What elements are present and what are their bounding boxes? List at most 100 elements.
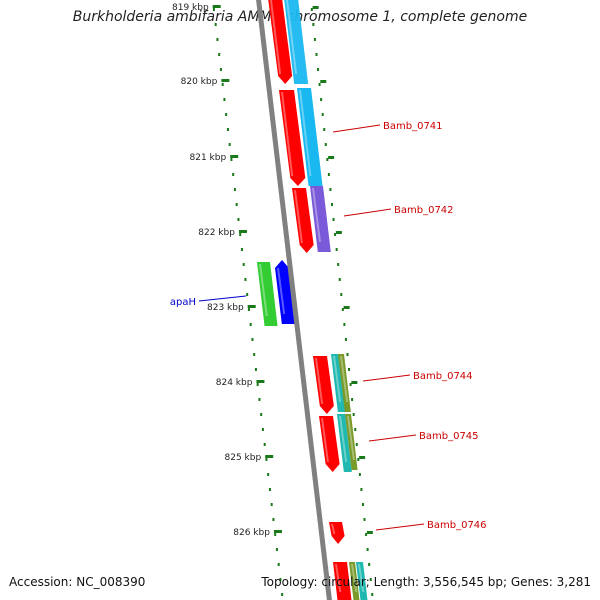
tick-marks: 819 kbp 820 kbp 821 kbp 822 kbp 823 kbp 824 k… — [172, 3, 374, 596]
cds-extra-bamb-0745 — [345, 414, 358, 470]
tick-dot-left — [218, 53, 221, 56]
tick-dot-right — [318, 83, 321, 86]
tick-dot-left — [214, 23, 217, 26]
tick-dot-right — [369, 578, 372, 581]
tick-dot-left — [281, 593, 284, 596]
tick-dot-right — [312, 23, 315, 26]
tick-dot-left — [261, 428, 264, 431]
cds-gene-bamb-0745 — [319, 416, 340, 472]
backbone — [256, 0, 332, 600]
tick-dot-left — [267, 473, 270, 476]
tick-dot-left — [247, 308, 250, 311]
tick-dot-right — [317, 68, 320, 71]
cds-gene-bamb-0745-shine — [321, 418, 329, 462]
tick-dot-left — [279, 578, 282, 581]
tick-dot-right — [338, 278, 341, 281]
gene-label-bamb-0741[interactable]: Bamb_0741 — [383, 121, 443, 132]
gene-label-bamb-0745[interactable]: Bamb_0745 — [419, 431, 479, 442]
cds-product-bamb-0745 — [337, 414, 352, 472]
cds-product-bamb-0744-shine — [333, 356, 342, 402]
major-tick-mark-right — [343, 306, 350, 309]
gene-label-apah[interactable]: apaH — [170, 297, 196, 308]
tick-dot-right — [329, 188, 332, 191]
cds-gene-bamb-0746-shine — [331, 524, 336, 534]
leader-line-apah — [198, 295, 247, 302]
tick-dot-left — [221, 83, 224, 86]
major-tick-mark-right — [359, 456, 366, 459]
leader-line-bamb-0744 — [362, 374, 411, 382]
tick-dot-right — [337, 263, 340, 266]
tick-dot-left — [233, 188, 236, 191]
cds-gene-bamb-0744-shine — [315, 358, 324, 404]
tick-dot-right — [335, 248, 338, 251]
tick-dot-left — [258, 398, 261, 401]
gene-features — [257, 0, 368, 600]
cds-product-bamb-0744 — [331, 354, 346, 412]
tick-dot-right — [357, 458, 360, 461]
tick-dot-left — [251, 338, 254, 341]
tick-dot-right — [326, 158, 329, 161]
tick-dot-right — [365, 533, 368, 536]
major-tick-mark — [230, 155, 239, 158]
tick-label: 823 kbp — [207, 303, 244, 313]
tick-dot-right — [352, 413, 355, 416]
tick-dot-left — [253, 353, 256, 356]
tick-dot-left — [275, 548, 278, 551]
accession-text: Accession: NC_008390 — [9, 575, 146, 589]
tick-dot-right — [313, 38, 316, 41]
tick-dot-right — [360, 488, 363, 491]
tick-dot-left — [270, 503, 273, 506]
tick-dot-right — [330, 203, 333, 206]
leader-line-bamb-0746 — [375, 523, 425, 531]
tick-dot-left — [225, 113, 228, 116]
cds-extra-bamb-0744-shine — [340, 356, 349, 402]
cds-product-bamb-0741 — [297, 88, 323, 186]
tick-dot-left — [242, 263, 245, 266]
tick-label: 824 kbp — [216, 378, 253, 388]
tick-dot-left — [254, 368, 257, 371]
cds-product-bamb-0745-shine — [339, 416, 348, 462]
tick-dot-left — [232, 173, 235, 176]
cds-product-bottom — [356, 562, 368, 600]
cds-gene-red-bottom-shine — [335, 564, 342, 592]
major-tick-mark — [273, 530, 282, 533]
tick-label: 820 kbp — [181, 77, 218, 87]
tick-dot-right — [332, 218, 335, 221]
gene-label-bamb-0742[interactable]: Bamb_0742 — [394, 205, 454, 216]
tick-label: 826 kbp — [233, 528, 270, 538]
major-tick-mark — [256, 380, 265, 383]
major-tick-mark — [212, 5, 221, 8]
tick-dot-left — [237, 218, 240, 221]
tick-dot-right — [341, 308, 344, 311]
major-tick-mark — [238, 230, 247, 233]
tick-dot-right — [358, 473, 361, 476]
tick-dot-left — [219, 68, 222, 71]
tick-dot-right — [366, 548, 369, 551]
gene-label-bamb-0744[interactable]: Bamb_0744 — [413, 371, 473, 382]
cds-gene-bamb-0741-shine — [281, 92, 294, 176]
tick-dot-left — [226, 128, 229, 131]
tick-dot-left — [216, 38, 219, 41]
major-tick-mark-right — [351, 381, 358, 384]
major-tick-mark — [221, 79, 230, 82]
tick-dot-right — [348, 368, 351, 371]
tick-dot-right — [361, 503, 364, 506]
tick-dot-right — [321, 113, 324, 116]
cds-gene-bamb-0742-shine — [294, 190, 303, 243]
gene-label-bamb-0746[interactable]: Bamb_0746 — [427, 520, 487, 531]
cds-product-apah — [257, 262, 278, 326]
leader-line-bamb-0745 — [368, 434, 417, 442]
cds-gene-bamb-0744 — [313, 356, 334, 414]
cds-gene-bamb-0742 — [292, 188, 314, 253]
tick-dot-left — [212, 8, 215, 11]
cds-product-bamb-0741-shine — [299, 90, 312, 176]
tick-dot-right — [324, 143, 327, 146]
tick-label: 822 kbp — [198, 228, 235, 238]
tick-dot-left — [249, 323, 252, 326]
tick-dot-right — [327, 173, 330, 176]
leader-line-bamb-0742 — [343, 208, 392, 217]
tick-dot-left — [272, 518, 275, 521]
tick-dot-left — [244, 278, 247, 281]
cds-gene-apah — [275, 260, 296, 324]
tick-dot-left — [256, 383, 259, 386]
